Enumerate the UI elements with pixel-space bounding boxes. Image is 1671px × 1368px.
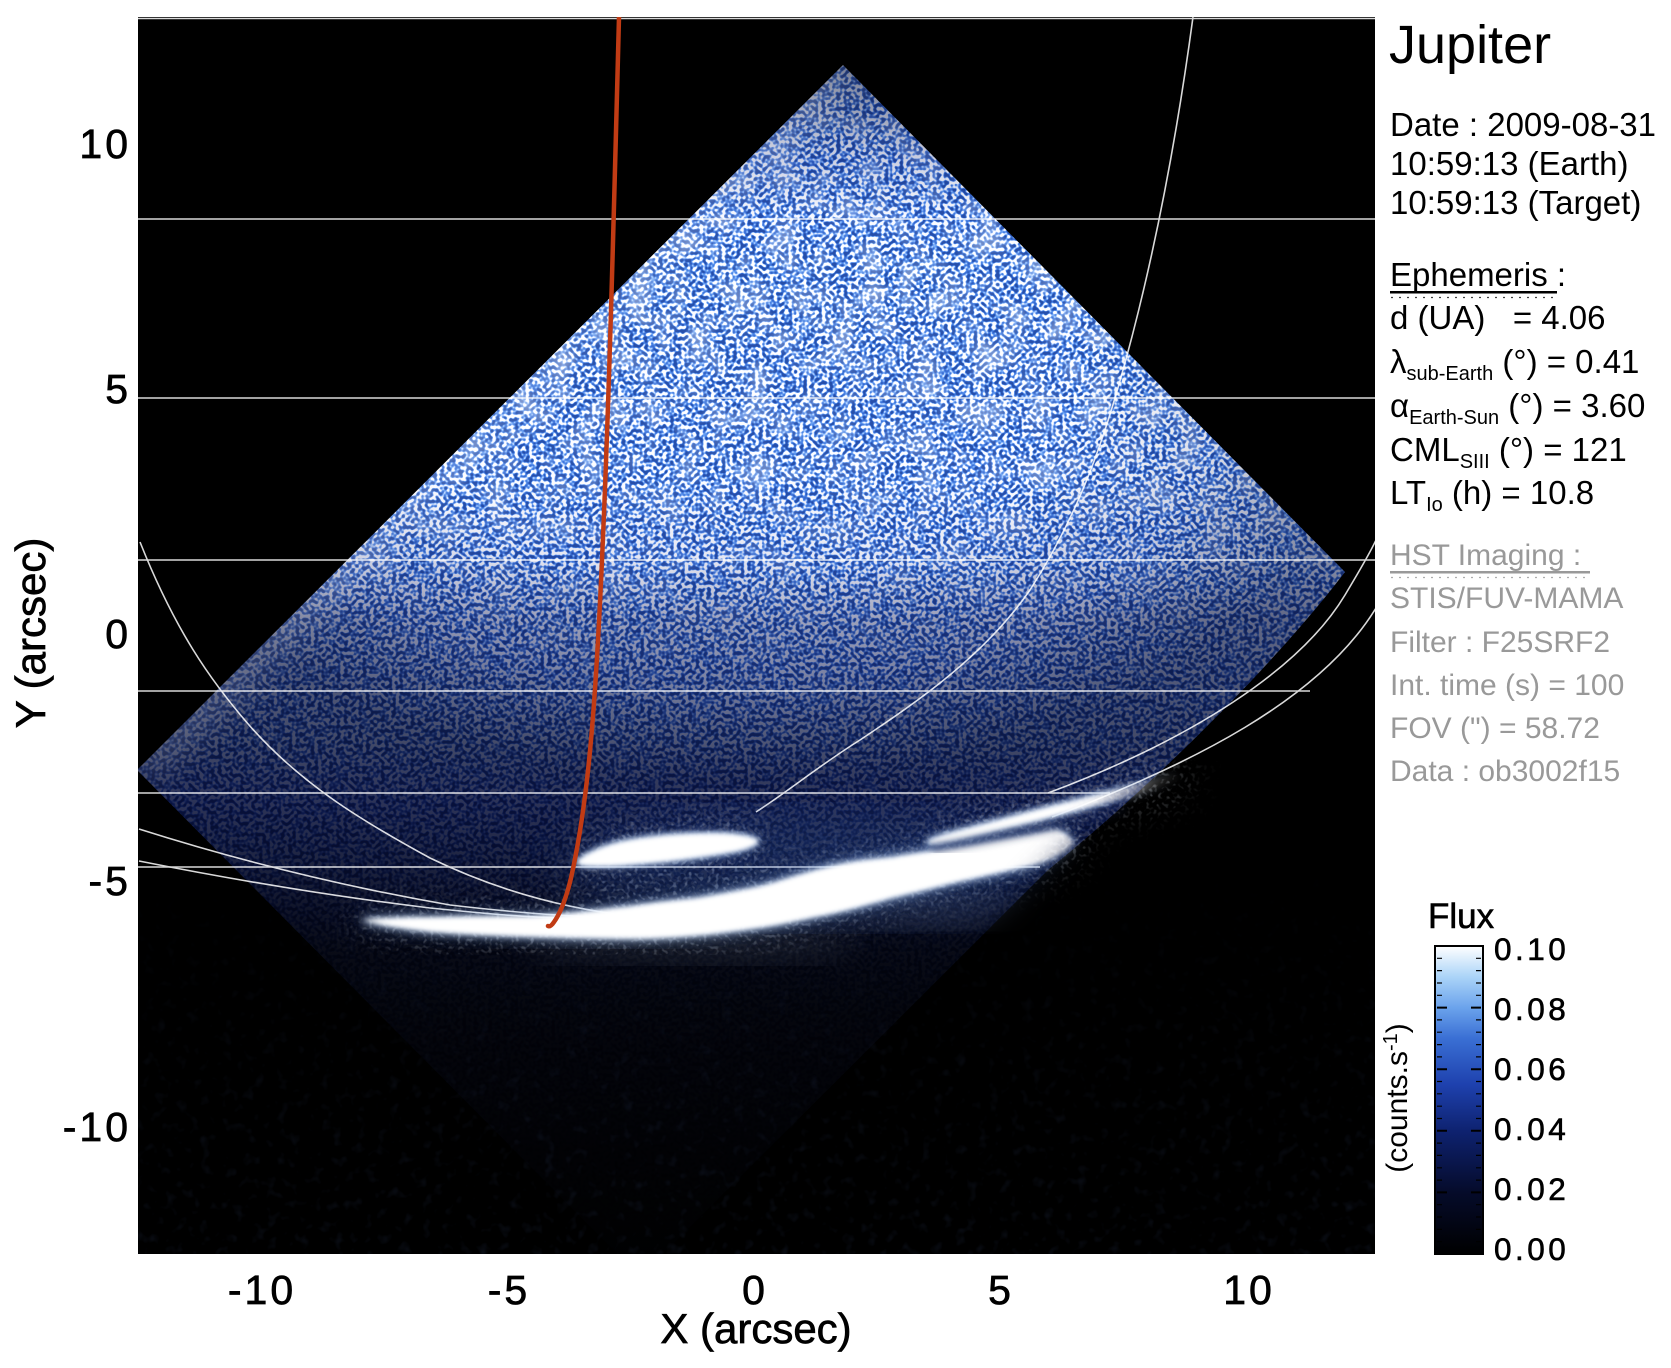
svg-text:HST Imaging :: HST Imaging : bbox=[1390, 539, 1581, 572]
svg-text:Y (arcsec): Y (arcsec) bbox=[7, 538, 54, 729]
svg-text:-10: -10 bbox=[63, 1104, 131, 1150]
svg-text:5: 5 bbox=[105, 366, 131, 412]
svg-text:5: 5 bbox=[988, 1267, 1014, 1313]
svg-text:λsub-Earth (°) = 0.41: λsub-Earth (°) = 0.41 bbox=[1390, 343, 1639, 385]
svg-text:STIS/FUV-MAMA: STIS/FUV-MAMA bbox=[1390, 582, 1623, 615]
svg-text:Flux: Flux bbox=[1428, 897, 1495, 936]
svg-text:-5: -5 bbox=[488, 1267, 530, 1313]
svg-text:Jupiter: Jupiter bbox=[1389, 15, 1551, 75]
svg-text:0: 0 bbox=[742, 1267, 768, 1313]
svg-text:Int. time (s) = 100: Int. time (s) = 100 bbox=[1390, 669, 1624, 702]
svg-text:0: 0 bbox=[105, 611, 131, 657]
svg-text:(counts.s-1): (counts.s-1) bbox=[1380, 1023, 1414, 1173]
svg-text:0.04: 0.04 bbox=[1494, 1111, 1569, 1147]
svg-text:10: 10 bbox=[79, 121, 131, 167]
svg-text:Ephemeris :: Ephemeris : bbox=[1390, 256, 1566, 293]
svg-text:10:59:13 (Target): 10:59:13 (Target) bbox=[1390, 184, 1641, 221]
svg-text:Data : ob3002f15: Data : ob3002f15 bbox=[1390, 755, 1620, 788]
svg-text:0.10: 0.10 bbox=[1494, 931, 1569, 967]
svg-text:0.08: 0.08 bbox=[1494, 991, 1569, 1027]
svg-text:0.00: 0.00 bbox=[1494, 1231, 1569, 1267]
svg-text:-5: -5 bbox=[89, 858, 131, 904]
svg-text:αEarth-Sun (°) = 3.60: αEarth-Sun (°) = 3.60 bbox=[1390, 387, 1645, 429]
svg-text:-10: -10 bbox=[228, 1267, 296, 1313]
svg-text:LTIo (h) = 10.8: LTIo (h) = 10.8 bbox=[1390, 474, 1594, 516]
svg-text:FOV (") = 58.72: FOV (") = 58.72 bbox=[1390, 712, 1600, 745]
svg-text:0.02: 0.02 bbox=[1494, 1171, 1569, 1207]
svg-text:d (UA) = 4.06: d (UA) = 4.06 bbox=[1390, 299, 1606, 336]
svg-text:X (arcsec): X (arcsec) bbox=[660, 1305, 851, 1352]
svg-text:CMLSIII (°) = 121: CMLSIII (°) = 121 bbox=[1390, 431, 1627, 473]
svg-text:Date : 2009-08-31: Date : 2009-08-31 bbox=[1390, 106, 1656, 143]
svg-text:10: 10 bbox=[1223, 1267, 1275, 1313]
svg-text:10:59:13 (Earth): 10:59:13 (Earth) bbox=[1390, 145, 1628, 182]
svg-text:Filter : F25SRF2: Filter : F25SRF2 bbox=[1390, 626, 1610, 659]
svg-text:0.06: 0.06 bbox=[1494, 1051, 1569, 1087]
